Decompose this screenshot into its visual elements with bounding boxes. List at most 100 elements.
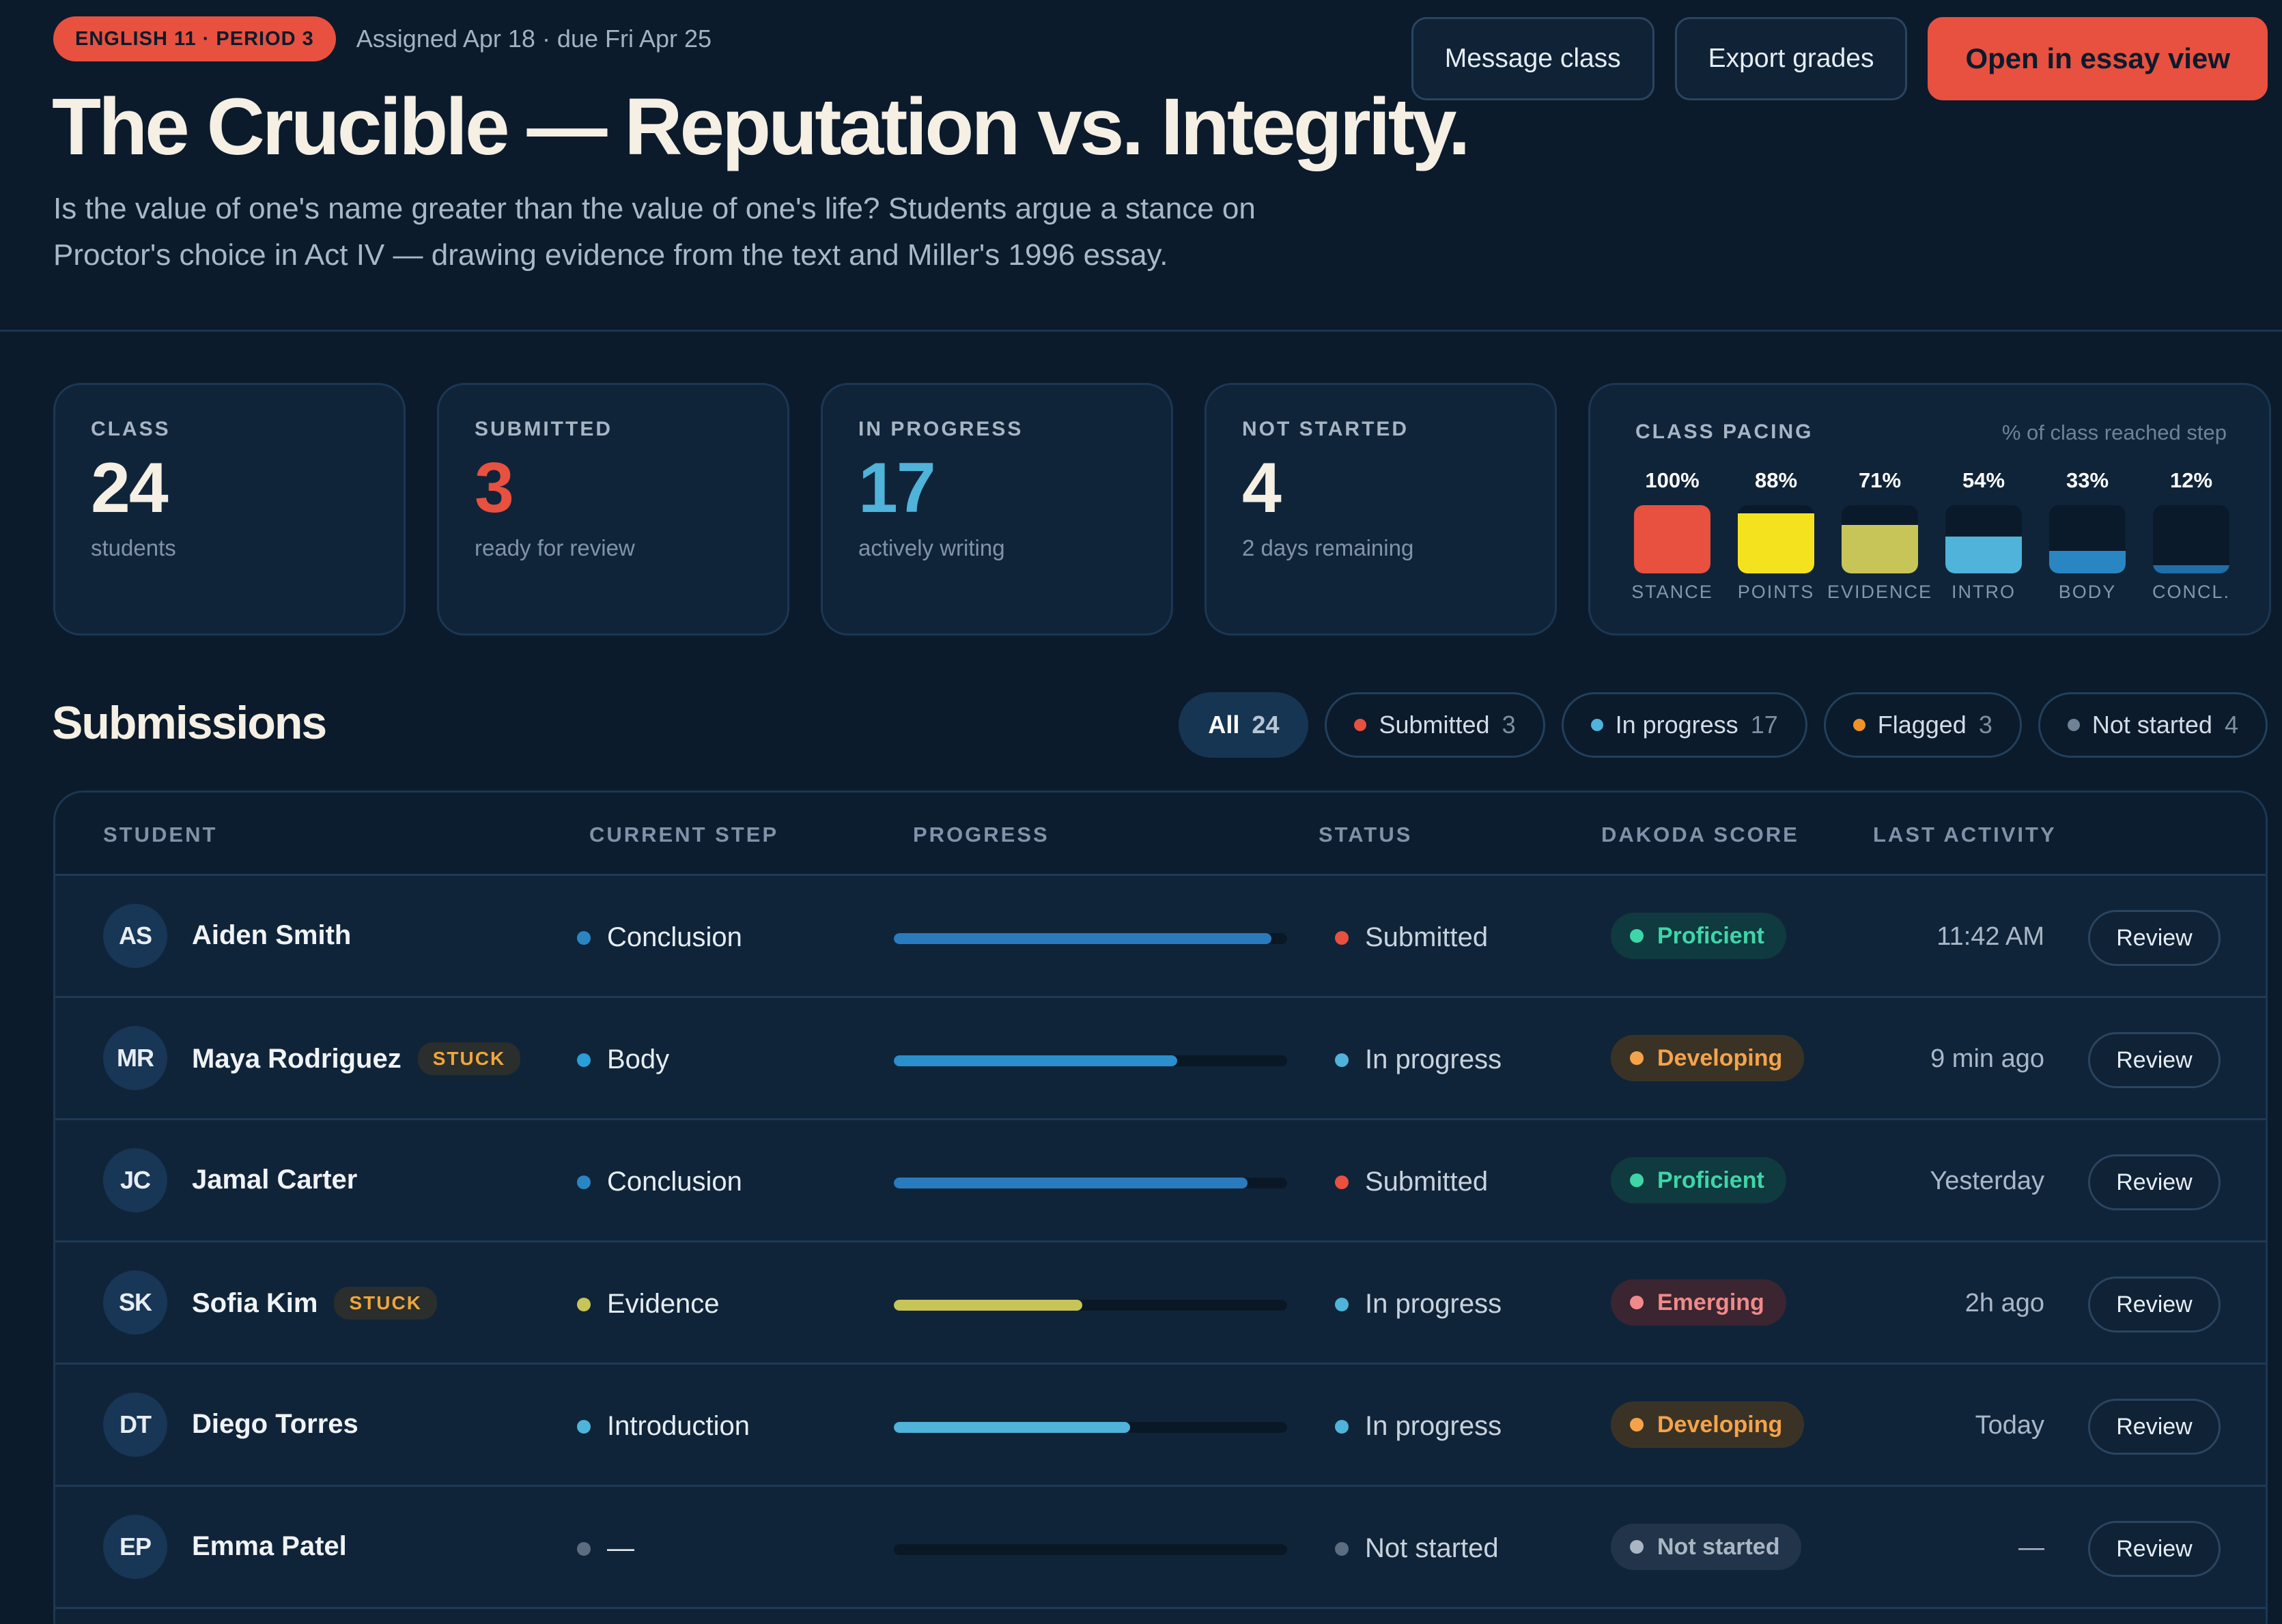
column-header-dakoda-score[interactable]: DAKODA SCORE <box>1601 823 1799 846</box>
student-name[interactable]: Emma Patel <box>192 1531 347 1562</box>
student-name[interactable]: Jamal Carter <box>192 1165 357 1195</box>
pacing-step-fill <box>2049 551 2126 573</box>
table-row[interactable]: MR Maya Rodriguez STUCK Body In progress… <box>55 998 2266 1120</box>
export-grades-button[interactable]: Export grades <box>1674 17 1908 100</box>
progress-bar <box>894 933 1287 944</box>
pacing-step-label: POINTS <box>1737 582 1815 602</box>
review-button[interactable]: Review <box>2088 1154 2221 1210</box>
current-step-label: Introduction <box>607 1411 750 1441</box>
table-row[interactable]: DT Diego Torres Introduction In progress… <box>55 1365 2266 1487</box>
stat-value: 24 <box>91 448 169 528</box>
avatar: MR <box>103 1026 167 1090</box>
filter-count: 17 <box>1750 711 1778 739</box>
filter-flagged[interactable]: Flagged 3 <box>1823 692 2022 758</box>
table-row[interactable]: AS Aiden Smith Conclusion Submitted Prof… <box>55 876 2266 998</box>
stat-card-not-started: NOT STARTED 4 2 days remaining <box>1205 383 1557 636</box>
course-badge: ENGLISH 11 · PERIOD 3 <box>53 16 336 61</box>
header-actions: Message class Export grades Open in essa… <box>1411 17 2268 100</box>
filter-count: 4 <box>2224 711 2238 739</box>
review-button[interactable]: Review <box>2088 1521 2221 1577</box>
score-label: Developing <box>1657 1411 1783 1438</box>
open-essay-view-button[interactable]: Open in essay view <box>1928 17 2268 100</box>
stat-note: students <box>91 535 176 560</box>
filter-all[interactable]: All 24 <box>1179 692 1309 758</box>
status-label: Submitted <box>1365 1167 1489 1197</box>
score-dot-icon <box>1630 1418 1644 1431</box>
review-button[interactable]: Review <box>2088 1032 2221 1088</box>
student-name[interactable]: Sofia Kim STUCK <box>192 1287 437 1320</box>
stat-note: ready for review <box>475 535 635 560</box>
review-button[interactable]: Review <box>2088 1399 2221 1455</box>
pacing-steps: 100% STANCE 88% POINTS 71% EVIDENCE 54% … <box>1631 468 2229 603</box>
filter-in-progress[interactable]: In progress 17 <box>1561 692 1807 758</box>
progress-fill <box>894 1178 1248 1188</box>
status-label: Submitted <box>1365 922 1489 952</box>
student-name-text: Jamal Carter <box>192 1165 358 1195</box>
status: In progress <box>1335 1411 1502 1442</box>
progress-bar <box>894 1178 1287 1188</box>
step-dot-icon <box>577 1175 591 1189</box>
pacing-step-label: STANCE <box>1631 582 1713 602</box>
last-activity: 2h ago <box>1964 1289 2044 1317</box>
student-name-text: Aiden Smith <box>192 920 352 950</box>
message-class-button[interactable]: Message class <box>1411 17 1654 100</box>
last-activity: Today <box>1975 1411 2044 1440</box>
review-button[interactable]: Review <box>2088 1277 2221 1333</box>
status: Submitted <box>1335 1167 1488 1197</box>
student-name[interactable]: Aiden Smith <box>192 920 351 951</box>
status: In progress <box>1335 1044 1502 1075</box>
page-title: The Crucible — Reputation vs. Integrity. <box>52 82 1471 172</box>
current-step-label: Evidence <box>607 1289 720 1319</box>
score-label: Not started <box>1657 1533 1780 1560</box>
submissions-table: STUDENT CURRENT STEP PROGRESS STATUS DAK… <box>53 790 2268 1624</box>
status-dot-icon <box>1335 1053 1349 1067</box>
assigned-date: Assigned Apr 18 · due Fri Apr 25 <box>356 25 712 53</box>
table-row[interactable]: SK Sofia Kim STUCK Evidence In progress … <box>55 1242 2266 1365</box>
filter-count: 24 <box>1252 711 1280 739</box>
assignment-prompt: Is the value of one's name greater than … <box>53 192 1256 272</box>
filter-submitted[interactable]: Submitted 3 <box>1325 692 1545 758</box>
avatar-initials: EP <box>119 1533 152 1561</box>
column-header-progress[interactable]: PROGRESS <box>913 823 1050 846</box>
table-row[interactable]: EP Emma Patel — Not started Not started … <box>55 1487 2266 1609</box>
status-dot-icon <box>1335 930 1349 945</box>
avatar-initials: DT <box>119 1410 152 1438</box>
student-name-text: Maya Rodriguez <box>192 1043 402 1074</box>
assignment-meta: ENGLISH 11 · PERIOD 3 Assigned Apr 18 · … <box>53 16 712 61</box>
pacing-step-bar <box>1842 505 1918 573</box>
status-dot-icon <box>1335 1297 1349 1311</box>
avatar: JC <box>103 1148 167 1212</box>
column-header-status[interactable]: STATUS <box>1319 823 1413 846</box>
pacing-step-fill <box>1738 513 1814 573</box>
step-dot-icon <box>577 1053 591 1067</box>
score-label: Emerging <box>1657 1289 1764 1315</box>
pacing-step-bar <box>1945 505 2022 573</box>
stat-value: 17 <box>858 448 936 528</box>
status-dot-icon <box>1335 1419 1349 1434</box>
pacing-step-label: INTRO <box>1952 582 2016 602</box>
pacing-step-bar <box>1738 505 1814 573</box>
column-header-current-step[interactable]: CURRENT STEP <box>589 823 779 846</box>
stuck-badge: STUCK <box>334 1287 437 1320</box>
pacing-step-bar <box>2049 505 2126 573</box>
avatar: AS <box>103 904 167 968</box>
review-button[interactable]: Review <box>2088 910 2221 966</box>
student-name[interactable]: Diego Torres <box>192 1409 358 1440</box>
filter-label: All <box>1208 711 1240 739</box>
column-header-student[interactable]: STUDENT <box>103 823 218 846</box>
column-header-last-activity[interactable]: LAST ACTIVITY <box>1873 823 2057 846</box>
stat-value: 4 <box>1242 448 1282 528</box>
pacing-step-intro: 54% INTRO <box>1945 468 2022 603</box>
progress-bar <box>894 1422 1287 1433</box>
score-label: Proficient <box>1657 1167 1764 1193</box>
status-label: Not started <box>1365 1533 1499 1563</box>
pacing-step-fill <box>1634 505 1710 573</box>
student-name[interactable]: Maya Rodriguez STUCK <box>192 1042 521 1075</box>
stat-label: IN PROGRESS <box>858 418 1024 440</box>
filter-not-started[interactable]: Not started 4 <box>2038 692 2268 758</box>
table-row[interactable]: JC Jamal Carter Conclusion Submitted Pro… <box>55 1120 2266 1242</box>
status-label: In progress <box>1365 1044 1502 1074</box>
progress-fill <box>894 1300 1083 1311</box>
avatar-initials: AS <box>118 922 152 950</box>
current-step: Introduction <box>577 1411 750 1442</box>
